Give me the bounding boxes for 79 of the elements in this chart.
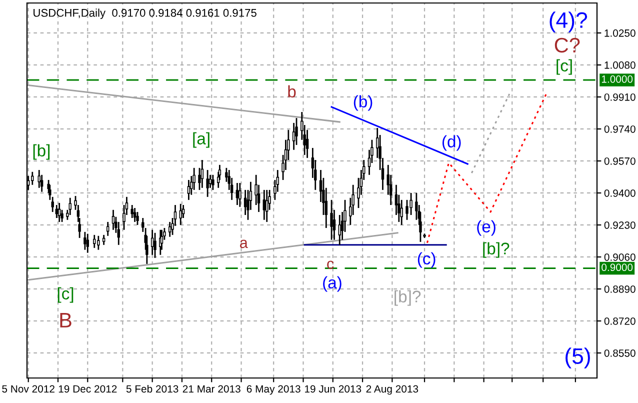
candlestick	[292, 122, 296, 151]
candlestick	[236, 182, 239, 206]
candlestick	[406, 199, 408, 221]
ref-line-label: 0.9000	[602, 264, 633, 272]
candlestick	[40, 174, 44, 193]
candlestick	[102, 234, 106, 246]
candlestick	[306, 129, 309, 159]
candlestick	[238, 182, 242, 208]
annotation: [b]?	[394, 290, 421, 306]
candlestick	[410, 192, 412, 216]
candlestick	[400, 199, 403, 226]
candlestick	[133, 207, 136, 223]
y-tick-label: 0.9230	[604, 221, 636, 229]
y-tick-label: 1.0080	[604, 61, 636, 69]
candlestick	[244, 189, 247, 216]
candlestick	[68, 197, 72, 216]
candlestick	[168, 221, 172, 238]
candlestick	[112, 209, 115, 231]
x-tick-label: 21 Mar 2013	[182, 385, 240, 393]
candlestick	[192, 167, 196, 191]
y-tick-label: 0.8550	[604, 349, 636, 357]
annotation: (4)?	[550, 12, 588, 32]
candlestick	[130, 204, 134, 219]
y-tick-label: 0.9400	[604, 189, 636, 197]
candlestick	[212, 174, 214, 191]
candlestick	[117, 221, 120, 246]
annotation: a	[240, 240, 248, 248]
chart-title: USDCHF,Daily 0.9170 0.9184 0.9161 0.9175	[34, 8, 256, 19]
y-tick-label: 0.8720	[604, 317, 636, 325]
candlestick	[136, 211, 139, 226]
candlestick	[187, 179, 190, 201]
annotation: (e)	[477, 220, 496, 236]
candlestick	[97, 235, 100, 250]
y-tick-label: 0.9570	[604, 157, 636, 165]
annotation: [c]	[556, 59, 572, 75]
candlestick	[38, 169, 40, 189]
candlestick	[93, 234, 96, 249]
candlestick	[265, 189, 268, 223]
y-tick-label: 1.0250	[604, 29, 636, 37]
y-tick-label: 0.9740	[604, 125, 636, 133]
candlestick	[84, 231, 86, 250]
x-tick-label: 5 Nov 2012	[2, 385, 54, 393]
annotation: [b]?	[483, 242, 510, 258]
x-tick-label: 2 Aug 2013	[366, 385, 418, 395]
ref-line-label: 1.0000	[602, 75, 633, 83]
annotation: (b)	[354, 95, 372, 111]
annotation: B	[60, 313, 72, 328]
annotation: C?	[554, 38, 580, 53]
candlestick	[150, 229, 154, 256]
candlestick	[58, 202, 61, 223]
candlestick	[415, 192, 418, 221]
candlestick	[295, 117, 298, 146]
candlestick	[338, 214, 341, 246]
annotation: [c]	[58, 287, 74, 303]
candlestick	[86, 233, 89, 254]
y-tick-label: 0.9910	[604, 93, 636, 101]
x-tick-label: 19 Dec 2012	[58, 385, 117, 393]
y-tick-label: 0.8890	[604, 285, 636, 293]
x-tick-label: 5 Feb 2013	[126, 384, 178, 393]
annotation: (c)	[418, 252, 436, 268]
candlestick	[55, 204, 58, 219]
candlestick	[262, 189, 266, 221]
candlestick	[330, 199, 333, 241]
candlestick	[31, 171, 34, 186]
x-tick-label: 6 May 2013	[246, 385, 300, 395]
annotation: (d)	[442, 135, 461, 151]
x-tick-label: 19 Jun 2013	[305, 385, 362, 393]
candlestick	[200, 159, 204, 189]
annotation: c	[327, 260, 334, 270]
y-tick-label: 0.9060	[604, 253, 636, 261]
candlestick	[206, 169, 209, 198]
annotation: [b]	[33, 144, 50, 160]
annotation: b	[288, 85, 296, 98]
candlestick	[179, 203, 182, 226]
annotation: (5)	[566, 348, 590, 368]
candlestick	[154, 232, 156, 259]
annotation: [a]	[193, 132, 210, 148]
candlestick	[106, 221, 110, 237]
annotation: (a)	[323, 276, 342, 292]
